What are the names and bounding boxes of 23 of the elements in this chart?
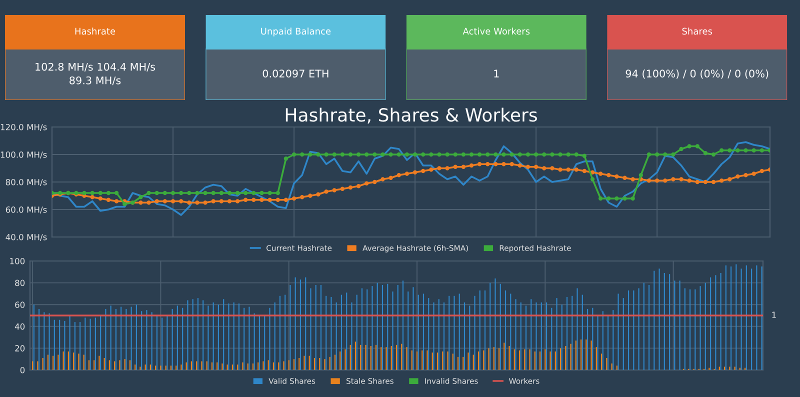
y-tick-label: 40.0 MH/s — [6, 234, 47, 241]
y-tick-label: 120.0 MH/s — [0, 124, 47, 131]
y-tick-label: 20 — [15, 345, 25, 352]
text: 89.3 MH/s — [70, 76, 121, 86]
text: 0.02097 ETH — [262, 70, 328, 78]
text: 94 (100%) / 0 (0%) / 0 (0%) — [626, 69, 768, 79]
line-series — [52, 141, 770, 216]
text: 102.8 MH/s 104.4 MH/s — [36, 62, 156, 72]
y-tick-label: 80.0 MH/s — [6, 178, 47, 186]
y-tick-label: 60 — [15, 302, 25, 308]
text: Hashrate — [75, 28, 116, 35]
text: Shares — [682, 28, 712, 35]
text: 1 — [494, 70, 499, 78]
text: Active Workers — [462, 28, 530, 35]
y-tick-label: 80 — [15, 280, 25, 286]
text: Unpaid Balance — [261, 28, 331, 36]
chart-title: Hashrate, Shares & Workers — [286, 108, 537, 124]
y-tick-label: 100 — [10, 258, 25, 264]
y-tick-label: 60.0 MH/s — [6, 206, 47, 214]
y-tick-label: 0 — [20, 366, 25, 374]
y-tick-label: 100.0 MH/s — [0, 151, 47, 158]
text: 1 — [772, 312, 776, 318]
y-tick-label: 40 — [14, 323, 25, 330]
